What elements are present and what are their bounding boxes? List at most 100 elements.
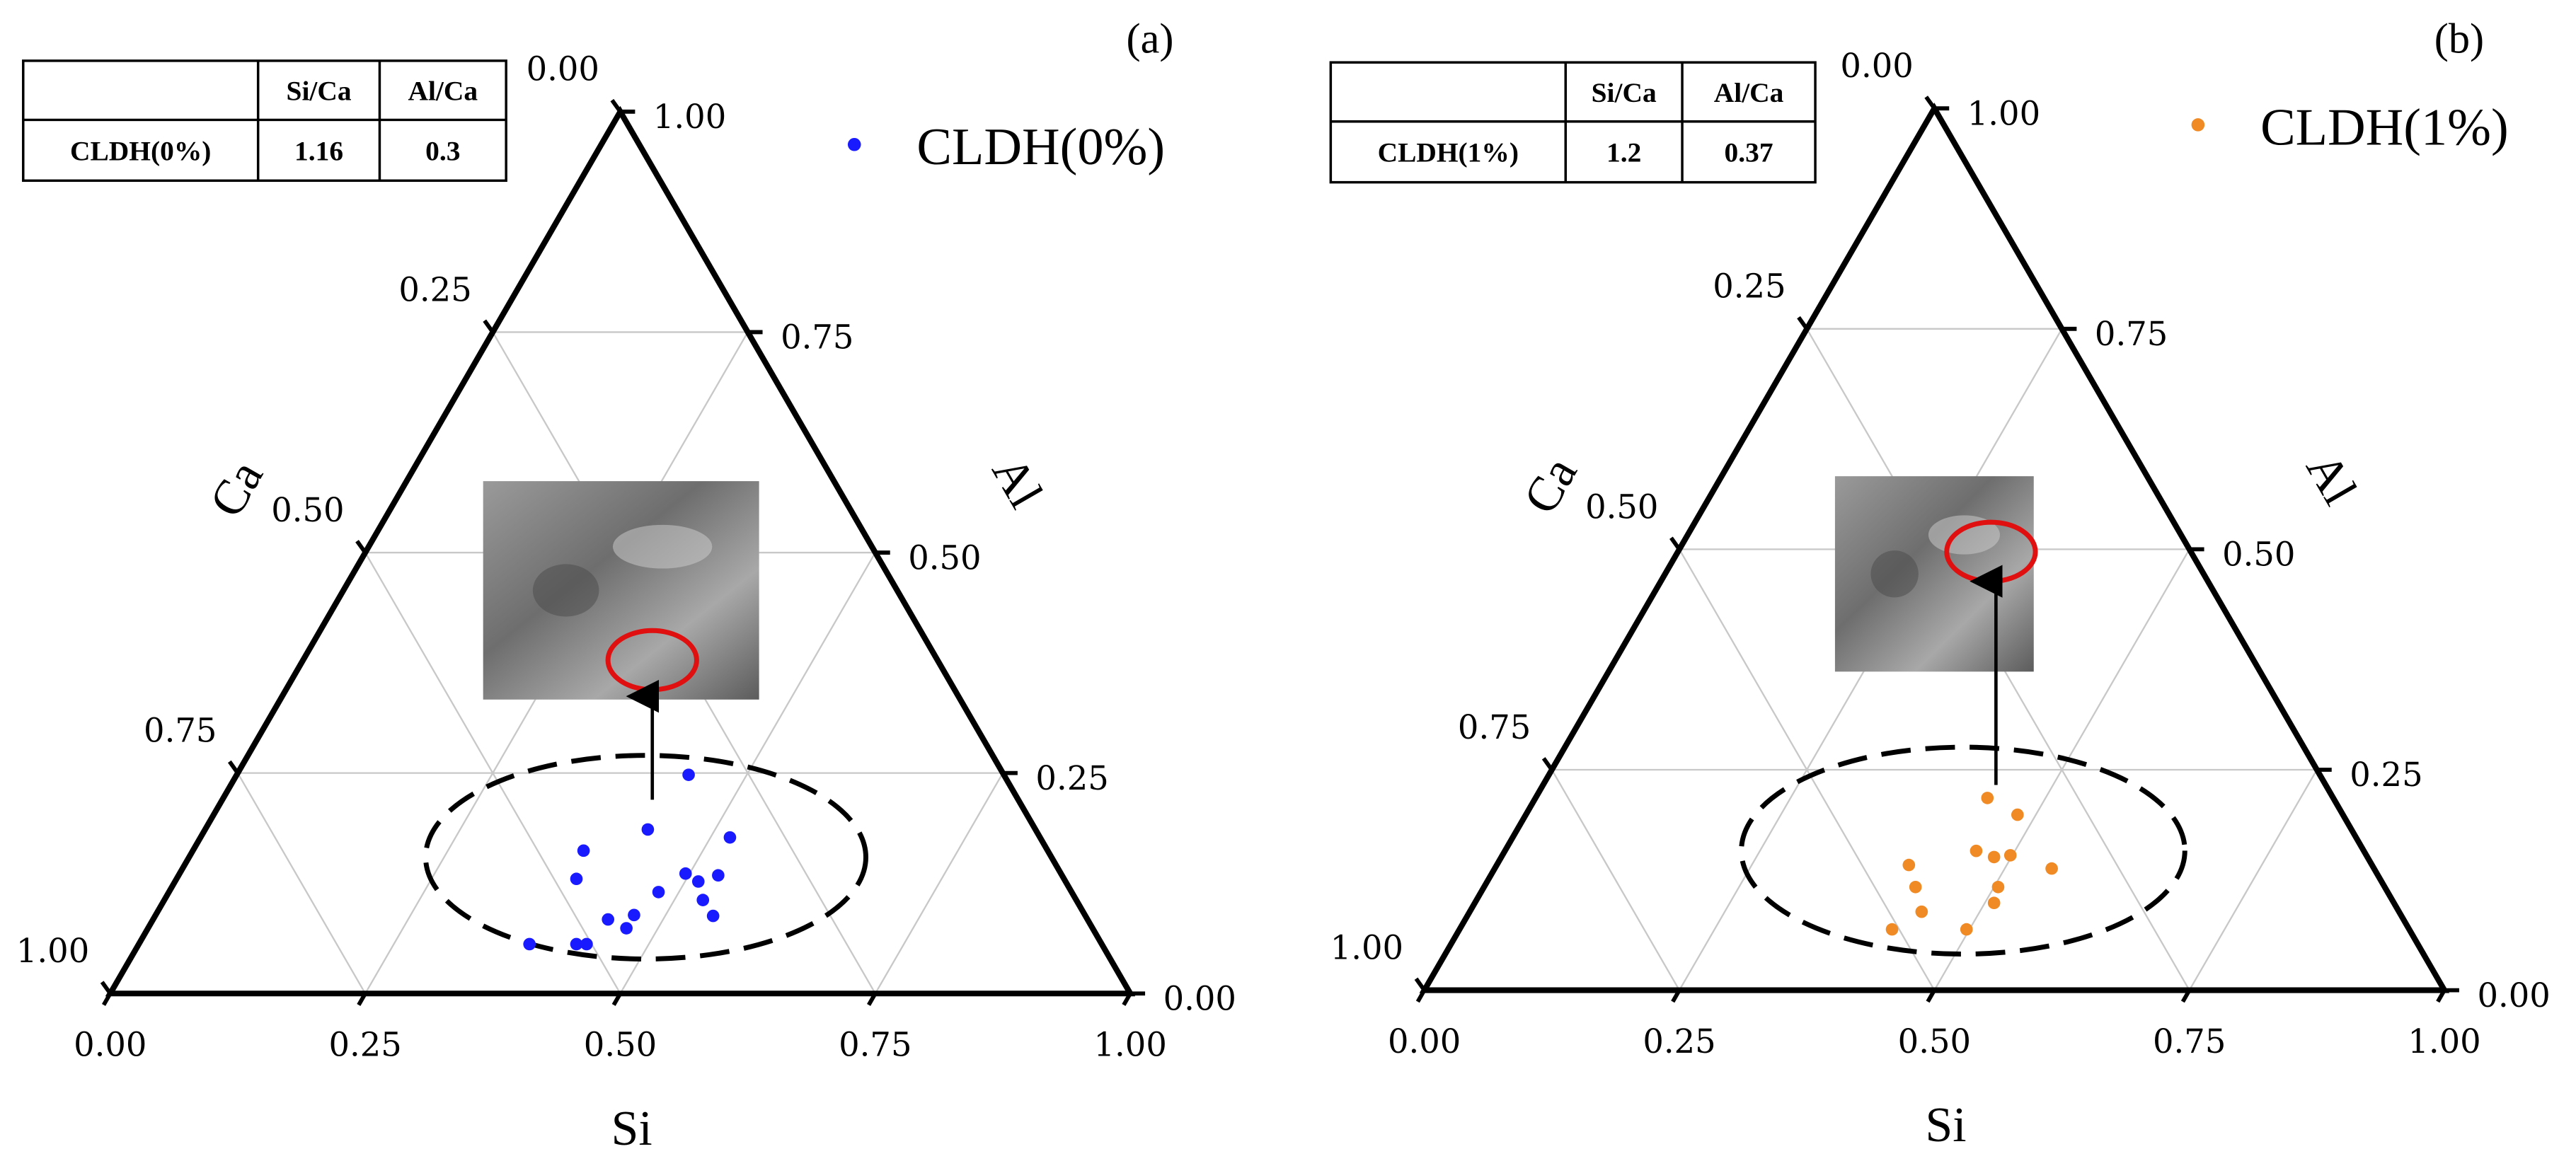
table-header: Al/Ca [1714, 77, 1784, 108]
sem-image [1834, 476, 2034, 672]
ca-tick-label: 0.25 [1713, 267, 1786, 306]
si-tick-label: 0.00 [74, 1025, 146, 1063]
data-point [2011, 808, 2024, 821]
tick-mark [1415, 989, 1427, 1003]
si-tick-label: 1.00 [1094, 1025, 1167, 1063]
tick-mark [227, 760, 240, 775]
si-tick-label: 0.25 [1643, 1022, 1715, 1061]
data-point [602, 913, 615, 926]
grid-line [874, 773, 1004, 994]
table-row-label: CLDH(0%) [70, 135, 211, 166]
al-axis-title: Al [2295, 444, 2367, 514]
ca-tick-label: 0.00 [1840, 47, 1913, 85]
data-point [1987, 850, 2001, 864]
ternary-chart: 0.00 0.25 0.50 0.75 1.00 0.00 0.25 0.50 0.75 1.00… [1329, 15, 2551, 1153]
table-cell: 1.2 [1606, 137, 1641, 168]
table-header: Al/Ca [408, 76, 478, 107]
tick-mark [355, 540, 367, 554]
ca-axis-title: Ca [1513, 448, 1587, 522]
si-tick-label: 0.50 [1898, 1022, 1971, 1061]
al-tick-label: 1.00 [653, 98, 726, 136]
data-point [628, 908, 640, 922]
sem-image [483, 481, 759, 700]
data-point [1981, 792, 1994, 804]
data-point [1885, 923, 1899, 936]
si-tick-label: 0.50 [584, 1025, 657, 1063]
data-point [1987, 896, 2001, 910]
data-point [1960, 923, 1973, 936]
si-tick-label: 0.75 [839, 1025, 912, 1063]
ternary-chart: 0.00 0.25 0.50 0.75 1.00 0.00 0.25 0.50 0.75 1.00… [16, 15, 1236, 1156]
tick-mark [100, 981, 113, 995]
al-tick-label: 0.50 [908, 538, 981, 577]
sem-texture [612, 524, 713, 569]
al-tick-label: 0.50 [2222, 536, 2295, 574]
tick-mark [610, 98, 622, 113]
al-tick-label: 0.75 [2095, 315, 2168, 353]
tick-mark [1669, 536, 1681, 551]
table-cell: 0.3 [425, 135, 460, 166]
data-point [577, 844, 590, 857]
si-tick-label: 0.75 [2153, 1022, 2226, 1061]
data-point [691, 875, 705, 888]
data-point [570, 937, 583, 951]
tick-mark [1924, 96, 1936, 110]
si-tick-label: 0.25 [328, 1025, 401, 1063]
ca-tick-label: 0.00 [527, 50, 599, 88]
table-header: Si/Ca [287, 76, 352, 107]
tick-mark [2436, 989, 2446, 1003]
data-point [723, 831, 737, 844]
si-axis-title: Si [611, 1102, 652, 1156]
si-tick-label: 0.00 [1388, 1022, 1461, 1061]
data-point [1970, 844, 1983, 857]
tick-mark [1414, 977, 1427, 992]
si-axis-title: Si [1926, 1098, 1967, 1153]
grid-line [2188, 769, 2318, 991]
tick-mark [1671, 989, 1681, 1003]
data-point [523, 937, 536, 951]
data-point [570, 872, 583, 886]
tick-mark [483, 319, 495, 334]
data-point [1909, 880, 1922, 894]
data-point [712, 869, 725, 882]
tick-mark [1541, 757, 1554, 771]
data-point [641, 823, 655, 836]
al-axis-title: Al [982, 447, 1053, 517]
legend-label: CLDH(1%) [2260, 98, 2509, 156]
si-tick-label: 1.00 [2408, 1022, 2480, 1061]
grid-line [1551, 769, 1681, 991]
legend-marker [847, 137, 861, 151]
al-tick-label: 0.75 [781, 318, 853, 357]
al-tick-label: 0.25 [2350, 756, 2422, 794]
tick-mark [867, 992, 878, 1006]
data-point [2003, 849, 2017, 862]
grid-line [236, 773, 367, 994]
legend-marker [2191, 118, 2205, 132]
tick-mark [611, 992, 623, 1006]
data-point [580, 937, 593, 951]
ca-axis-title: Ca [199, 451, 273, 526]
data-point [2045, 862, 2058, 875]
tick-mark [1926, 989, 1936, 1003]
grid-line [364, 552, 621, 994]
data-point [1915, 905, 1928, 918]
ca-tick-label: 1.00 [1330, 929, 1403, 967]
data-point [652, 886, 665, 899]
ca-tick-label: 0.75 [1458, 708, 1531, 746]
tick-mark [357, 992, 367, 1006]
table-row-label: CLDH(1%) [1378, 137, 1519, 168]
table-cell: 1.16 [294, 135, 343, 166]
table-cell: 0.37 [1725, 137, 1773, 168]
panel-label: (b) [2434, 15, 2484, 62]
ca-tick-label: 0.75 [144, 712, 217, 750]
legend-label: CLDH(0%) [916, 118, 1165, 176]
grid-line [1678, 548, 1936, 991]
ca-tick-label: 1.00 [16, 932, 89, 970]
ca-tick-label: 0.25 [398, 270, 471, 308]
tick-mark [101, 992, 113, 1006]
data-point [679, 867, 692, 880]
tick-mark [2180, 989, 2192, 1003]
ca-tick-label: 0.50 [1585, 487, 1658, 526]
